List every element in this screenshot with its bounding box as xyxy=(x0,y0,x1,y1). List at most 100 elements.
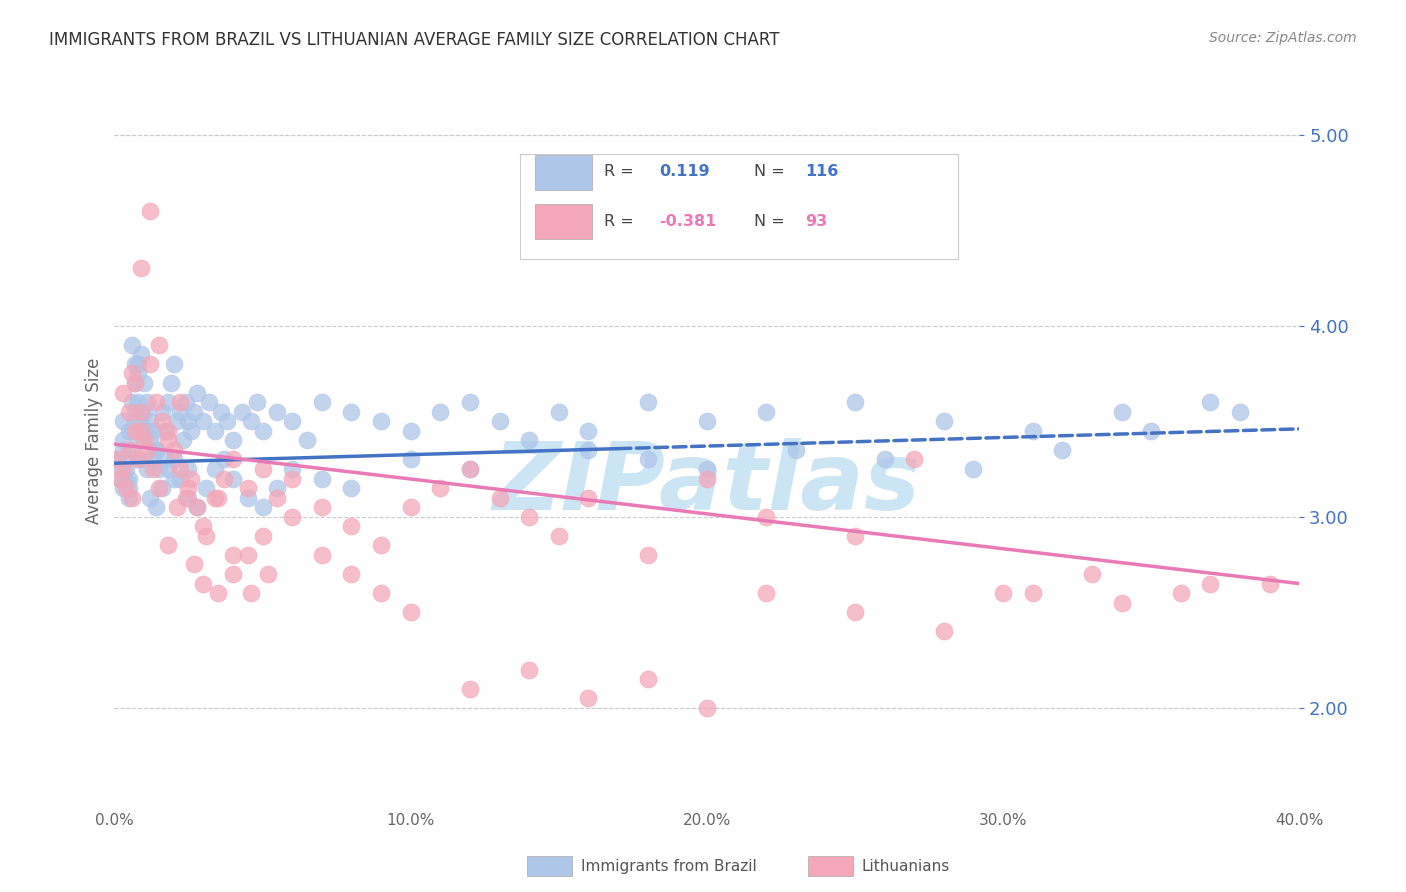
Point xyxy=(637,548,659,562)
Point xyxy=(222,471,245,485)
Point xyxy=(696,462,718,476)
Point xyxy=(399,500,422,515)
Point xyxy=(186,500,208,515)
Point xyxy=(209,405,232,419)
Point xyxy=(252,462,274,476)
Point xyxy=(1199,395,1222,409)
Point xyxy=(180,471,202,485)
Point xyxy=(246,395,269,409)
Point xyxy=(150,405,173,419)
Point xyxy=(129,414,152,428)
Point xyxy=(458,395,481,409)
Point xyxy=(169,462,191,476)
Text: 116: 116 xyxy=(806,164,838,179)
Point xyxy=(163,452,186,467)
Point xyxy=(156,462,179,476)
Point xyxy=(281,462,304,476)
Point xyxy=(517,663,540,677)
Point xyxy=(136,424,159,438)
Point xyxy=(311,395,333,409)
Point xyxy=(177,481,200,495)
Point xyxy=(193,576,215,591)
Point xyxy=(962,462,984,476)
Point xyxy=(696,471,718,485)
Point xyxy=(127,367,149,381)
Point xyxy=(153,452,176,467)
Point xyxy=(844,529,866,543)
Point xyxy=(281,471,304,485)
Point xyxy=(755,405,778,419)
Point xyxy=(163,442,186,457)
Point xyxy=(785,442,807,457)
Point xyxy=(239,414,262,428)
Point xyxy=(266,481,288,495)
Point xyxy=(311,548,333,562)
Point xyxy=(136,462,159,476)
Point xyxy=(145,395,167,409)
Text: 93: 93 xyxy=(806,214,828,229)
Point xyxy=(222,567,245,582)
Point xyxy=(204,462,226,476)
Point xyxy=(115,462,138,476)
Point xyxy=(204,424,226,438)
Point xyxy=(118,405,141,419)
Point xyxy=(429,481,451,495)
Point xyxy=(755,509,778,524)
Text: -0.381: -0.381 xyxy=(659,214,717,229)
Point xyxy=(207,491,229,505)
Text: N =: N = xyxy=(754,164,785,179)
Point xyxy=(458,681,481,696)
Point xyxy=(115,471,138,485)
Point xyxy=(932,414,955,428)
Point xyxy=(172,434,194,448)
Point xyxy=(177,491,200,505)
Point xyxy=(110,471,132,485)
Point xyxy=(132,452,155,467)
FancyBboxPatch shape xyxy=(536,155,592,190)
Point xyxy=(193,519,215,533)
Point xyxy=(121,395,143,409)
Point xyxy=(139,414,162,428)
Point xyxy=(873,452,896,467)
Y-axis label: Average Family Size: Average Family Size xyxy=(86,357,103,524)
Point xyxy=(112,442,135,457)
Point xyxy=(340,567,363,582)
Text: Immigrants from Brazil: Immigrants from Brazil xyxy=(581,859,756,873)
Text: 0.119: 0.119 xyxy=(659,164,710,179)
Point xyxy=(429,405,451,419)
Point xyxy=(488,414,510,428)
Point xyxy=(186,385,208,400)
Point xyxy=(127,452,149,467)
Point xyxy=(340,405,363,419)
Point xyxy=(121,491,143,505)
Point xyxy=(236,548,259,562)
Point xyxy=(156,538,179,552)
Point xyxy=(127,395,149,409)
Point xyxy=(1111,596,1133,610)
Point xyxy=(252,500,274,515)
Point xyxy=(132,376,155,390)
Point xyxy=(844,395,866,409)
Point xyxy=(204,491,226,505)
Point xyxy=(145,442,167,457)
Point xyxy=(252,529,274,543)
Point xyxy=(517,434,540,448)
Point xyxy=(576,491,599,505)
Point xyxy=(112,462,135,476)
Point xyxy=(222,434,245,448)
Point xyxy=(576,442,599,457)
Point xyxy=(177,414,200,428)
Point xyxy=(112,414,135,428)
Point xyxy=(163,357,186,371)
Point xyxy=(212,471,235,485)
Point xyxy=(637,452,659,467)
Point xyxy=(311,471,333,485)
Point xyxy=(118,481,141,495)
Text: ZIPatlas: ZIPatlas xyxy=(494,438,921,530)
Point xyxy=(1258,576,1281,591)
Point xyxy=(121,367,143,381)
Text: R =: R = xyxy=(603,164,634,179)
Point xyxy=(488,491,510,505)
Point xyxy=(142,462,165,476)
Point xyxy=(458,462,481,476)
